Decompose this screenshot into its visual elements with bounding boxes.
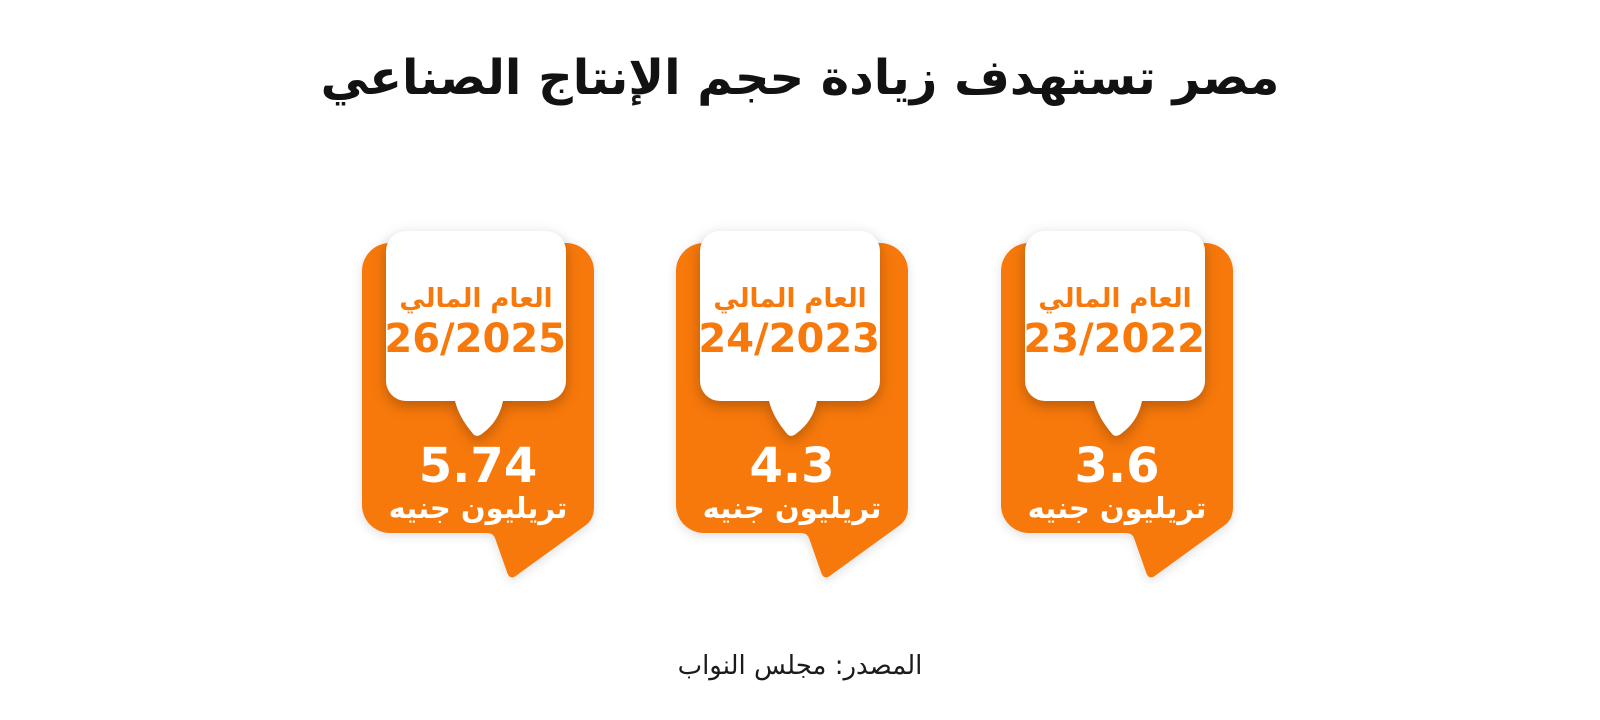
amount-block: 4.3 تريليون جنيه [676, 438, 908, 527]
amount-unit: تريليون جنيه [702, 491, 882, 525]
bubble-callout [700, 231, 880, 436]
amount-value: 3.6 [1074, 438, 1160, 494]
fiscal-year-value: 23/2022 [1023, 316, 1205, 362]
amount-unit: تريليون جنيه [1027, 491, 1207, 525]
amount-unit: تريليون جنيه [388, 491, 568, 525]
fiscal-year-block: العام المالي 23/2022 [1023, 283, 1205, 362]
bubble-callout [1025, 231, 1205, 436]
fiscal-year-block: العام المالي 24/2023 [698, 283, 880, 362]
source-caption: المصدر: مجلس النواب [677, 651, 923, 681]
fy-card-2022-23: العام المالي 23/2022 3.6 تريليون جنيه [1001, 231, 1233, 583]
speech-bubble-shape [362, 231, 594, 578]
page-title: مصر تستهدف زيادة حجم الإنتاج الصناعي [320, 50, 1280, 106]
speech-bubble-shape [1001, 231, 1233, 578]
amount-value: 4.3 [749, 438, 835, 494]
fiscal-year-value: 26/2025 [384, 316, 566, 362]
fiscal-year-block: العام المالي 26/2025 [384, 283, 566, 362]
fy-card-2025-26: العام المالي 26/2025 5.74 تريليون جنيه [362, 231, 594, 583]
bubble-callout [386, 231, 566, 436]
fiscal-year-value: 24/2023 [698, 316, 880, 362]
fiscal-year-label: العام المالي [1038, 284, 1192, 314]
amount-value: 5.74 [418, 438, 538, 494]
fiscal-year-label: العام المالي [399, 284, 553, 314]
amount-block: 5.74 تريليون جنيه [362, 438, 594, 527]
fy-card-2023-24: العام المالي 24/2023 4.3 تريليون جنيه [676, 231, 908, 583]
amount-block: 3.6 تريليون جنيه [1001, 438, 1233, 527]
speech-bubble-shape [676, 231, 908, 578]
fiscal-year-label: العام المالي [713, 284, 867, 314]
